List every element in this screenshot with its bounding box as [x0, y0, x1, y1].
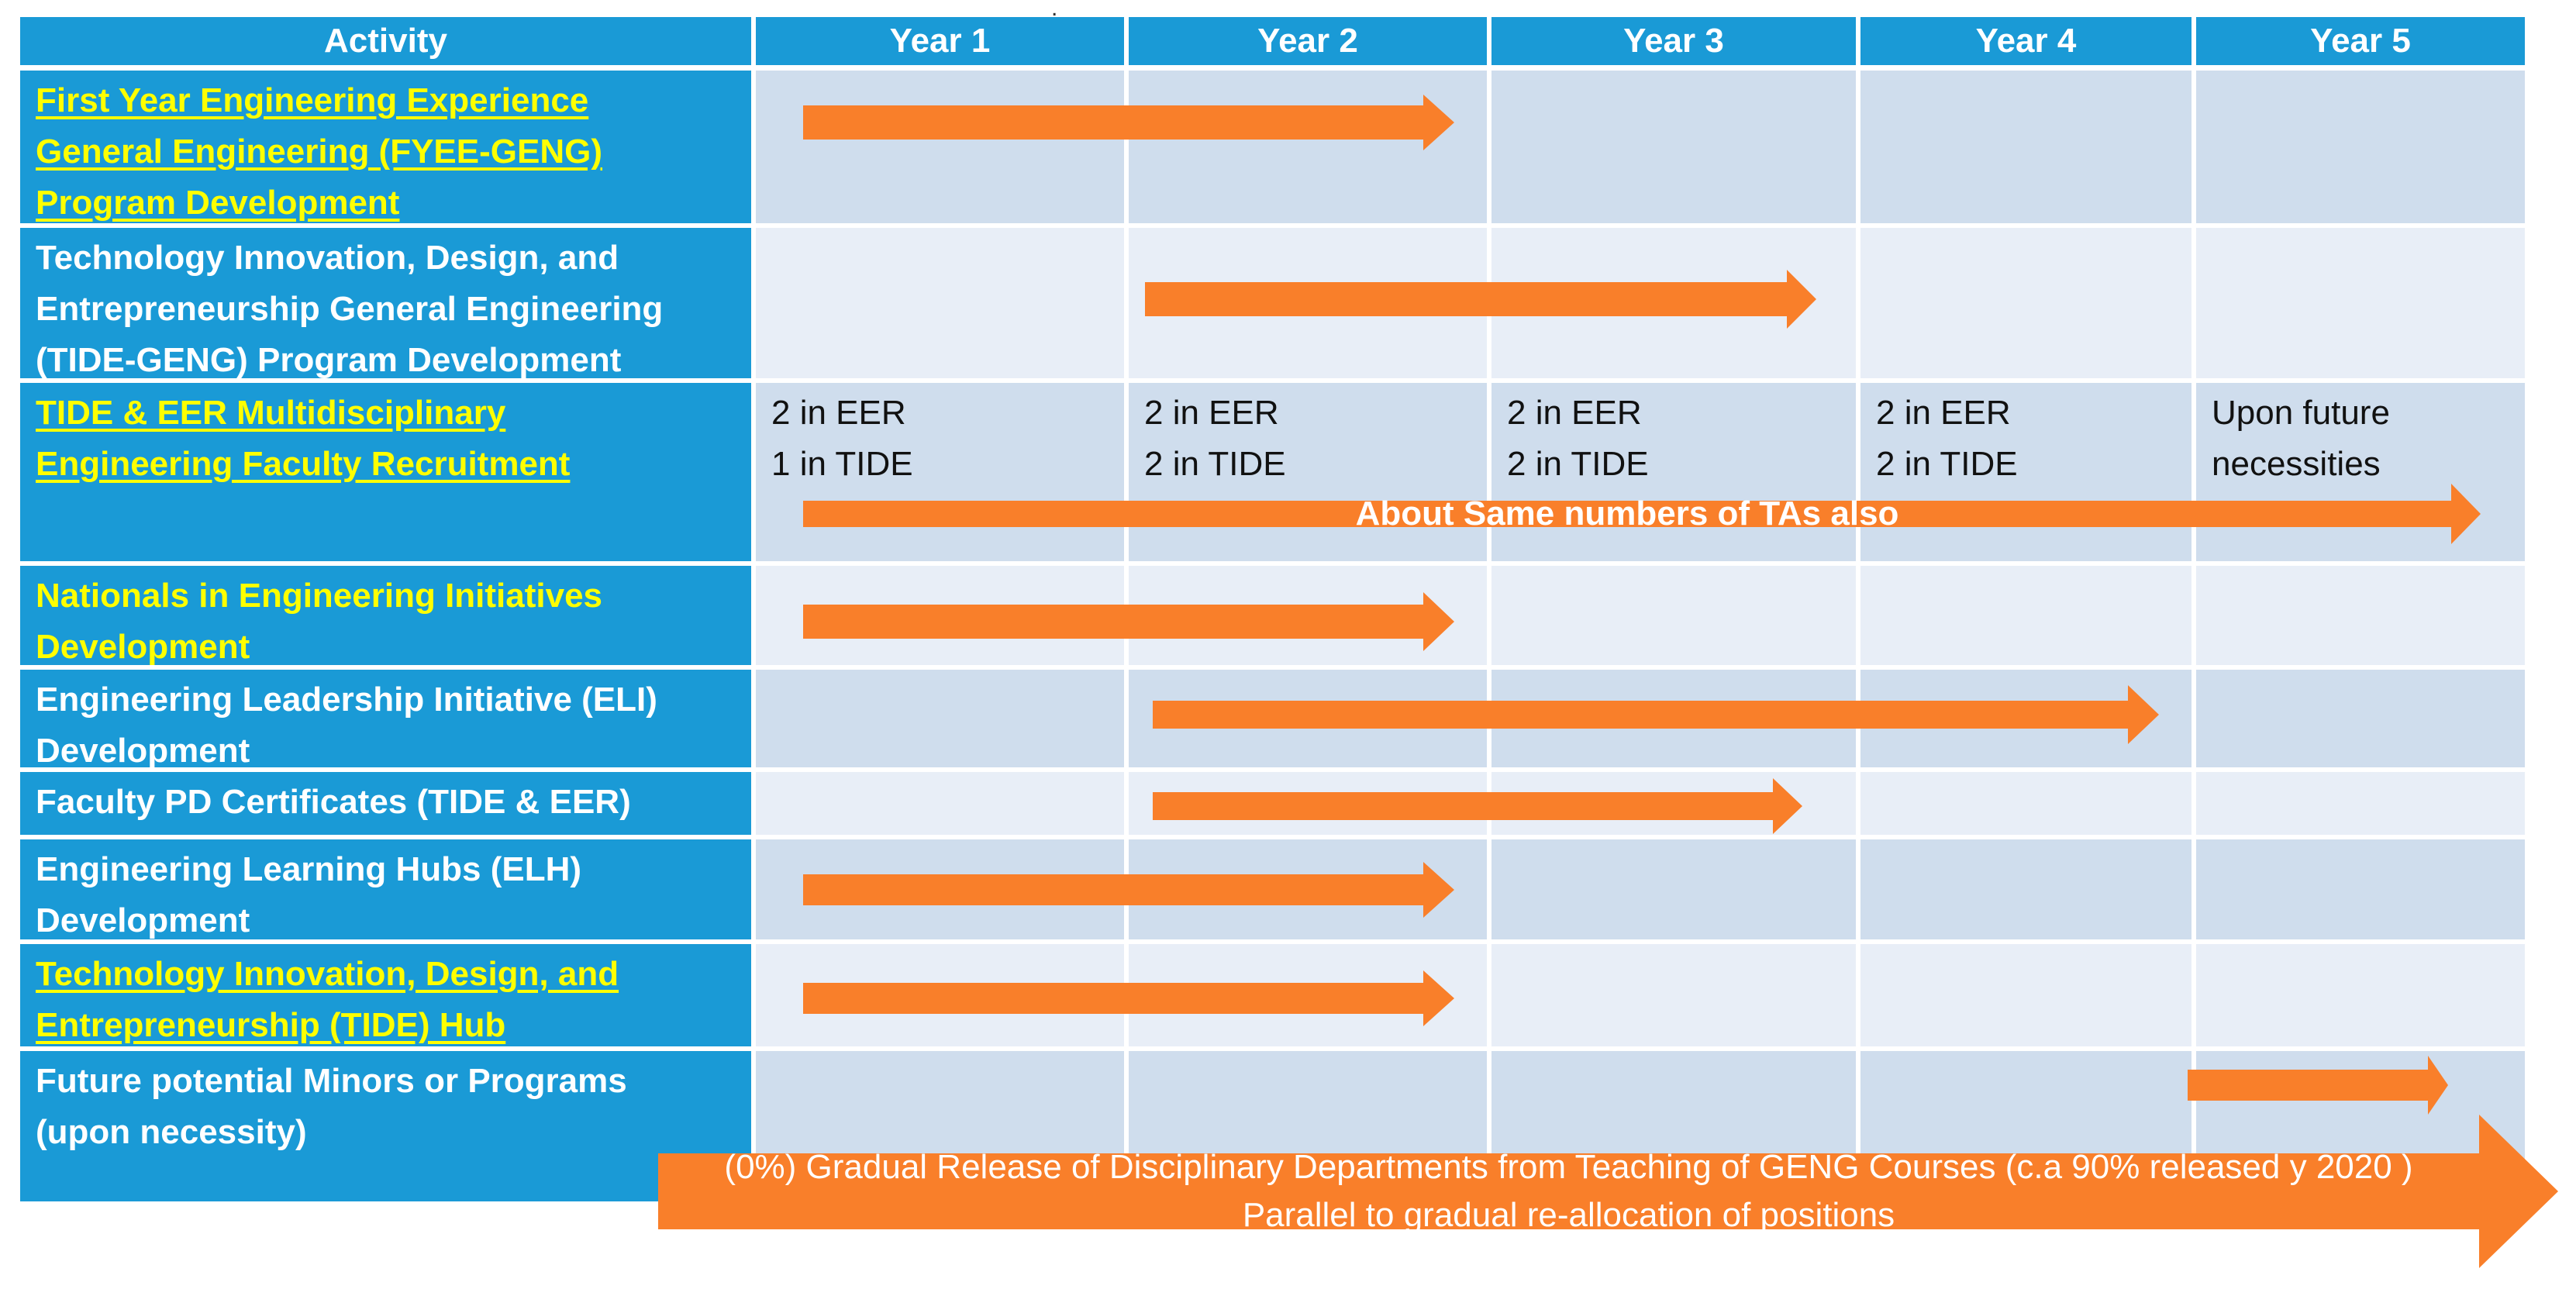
row-cell — [1491, 839, 1856, 939]
row-cell — [756, 670, 1124, 767]
header-year-2: Year 2 — [1129, 17, 1487, 65]
row-cell — [1491, 71, 1856, 223]
recruitment-note-year-5: Upon future necessities — [2196, 383, 2525, 561]
row-cell — [756, 228, 1124, 378]
row-cell — [2196, 944, 2525, 1046]
row-cell — [2196, 772, 2525, 835]
header-year-1: Year 1 — [756, 17, 1124, 65]
row-cell — [1491, 944, 1856, 1046]
recruitment-note-year-1: 2 in EER 1 in TIDE — [756, 383, 1124, 561]
header-year-5: Year 5 — [2196, 17, 2525, 65]
row-cell — [1491, 566, 1856, 665]
arrow-nationals — [803, 592, 1454, 651]
row-cell — [1860, 566, 2191, 665]
row-cell — [2196, 839, 2525, 939]
arrow-fyee-geng — [803, 95, 1454, 150]
row-cell — [756, 772, 1124, 835]
row-cell — [2196, 670, 2525, 767]
activity-elh: Engineering Learning Hubs (ELH) Developm… — [20, 839, 751, 939]
row-cell — [1860, 228, 2191, 378]
row-cell — [1860, 71, 2191, 223]
activity-faculty-pd: Faculty PD Certificates (TIDE & EER) — [20, 772, 751, 835]
recruitment-note-year-4: 2 in EER 2 in TIDE — [1860, 383, 2191, 561]
arrow-gradual-release — [658, 1115, 2558, 1268]
activity-tide-geng: Technology Innovation, Design, and Entre… — [20, 228, 751, 379]
row-cell — [1860, 772, 2191, 835]
stray-mark: . — [1051, 0, 1058, 21]
arrow-faculty-pd — [1153, 778, 1802, 834]
header-year-3: Year 3 — [1491, 17, 1856, 65]
row-cell — [1860, 944, 2191, 1046]
row-cell — [2196, 71, 2525, 223]
recruitment-note-year-2: 2 in EER 2 in TIDE — [1129, 383, 1487, 561]
recruitment-note-year-3: 2 in EER 2 in TIDE — [1491, 383, 1856, 561]
activity-tide-hub: Technology Innovation, Design, and Entre… — [20, 944, 751, 1046]
row-cell — [756, 71, 1124, 223]
recruitment-arrow-label: About Same numbers of TAs also — [1355, 495, 1899, 532]
header-activity: Activity — [20, 17, 751, 65]
release-arrow-label: (0%) Gradual Release of Disciplinary Dep… — [724, 1148, 2413, 1234]
arrow-faculty-recruitment — [803, 484, 2481, 544]
activity-nationals-initiatives: Nationals in Engineering Initiatives Dev… — [20, 566, 751, 666]
header-year-4: Year 4 — [1860, 17, 2191, 65]
arrow-elh — [803, 862, 1454, 918]
row-cell — [2196, 566, 2525, 665]
activity-faculty-recruitment: TIDE & EER Multidisciplinary Engineering… — [20, 383, 751, 561]
arrow-eli — [1153, 685, 2159, 744]
arrow-future-minors — [2188, 1056, 2448, 1115]
arrow-tide-geng — [1145, 270, 1816, 329]
activity-eli: Engineering Leadership Initiative (ELI) … — [20, 670, 751, 770]
row-cell — [2196, 228, 2525, 378]
arrow-tide-hub — [803, 970, 1454, 1026]
row-cell — [1860, 839, 2191, 939]
activity-fyee-geng: First Year Engineering Experience Genera… — [20, 71, 751, 223]
activity-future-minors: Future potential Minors or Programs (upo… — [20, 1051, 751, 1201]
